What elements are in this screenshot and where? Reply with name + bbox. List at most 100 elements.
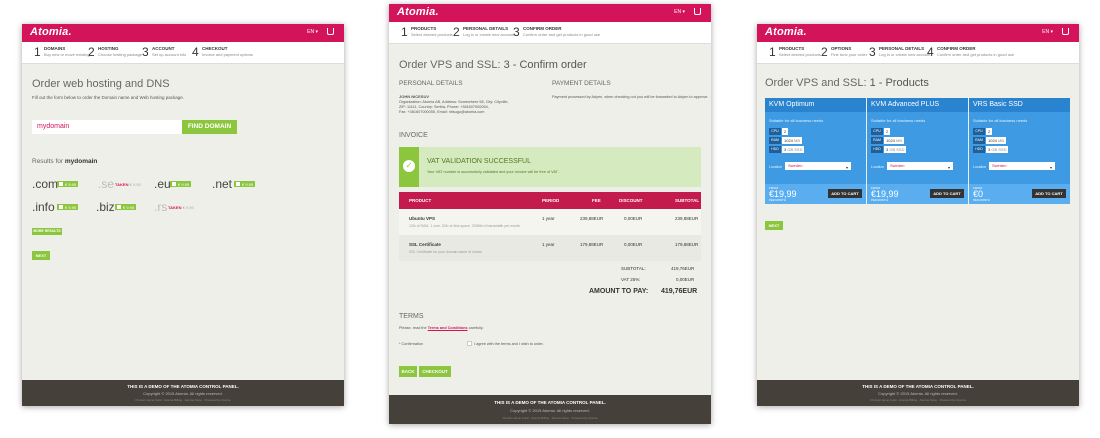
col-period: PERIOD [542, 198, 560, 203]
checkbox-icon [59, 205, 63, 209]
more-results-button[interactable]: MORE RESULTS [32, 228, 62, 235]
item-name: SSL Certificate [409, 242, 441, 247]
find-domain-button[interactable]: FIND DOMAIN [182, 120, 237, 134]
spec-value: 3 GB SSD [782, 146, 805, 153]
results-prefix: Results for [32, 158, 64, 165]
terms-link[interactable]: Terms and Conditions [427, 326, 468, 330]
step-number: 3 [142, 45, 149, 59]
product-name: KVM Advanced PLUS [867, 98, 968, 112]
location-select[interactable]: Sweden ▾ [989, 162, 1055, 170]
terms-heading: TERMS [399, 313, 424, 320]
location-label: Location [769, 165, 783, 169]
language-selector[interactable]: EN ▾ [1042, 29, 1053, 35]
tld-biz-add[interactable]: € 9.95 [115, 204, 137, 210]
item-subtotal: 179,88EUR [675, 242, 699, 247]
footer: THIS IS A DEMO OF THE ATOMIA CONTROL PAN… [757, 380, 1079, 406]
tld-price: € 9.95 [242, 182, 254, 187]
tld-price: € 9.95 [178, 182, 190, 187]
per-month-label: PER MONTH [871, 198, 888, 202]
results-term: mydomain [64, 158, 98, 165]
step-title: HOSTING [98, 46, 119, 51]
hdd-unit: GB SSD [787, 147, 803, 152]
tld-net: .net [212, 177, 233, 191]
hdd-amount: 3 [784, 147, 787, 152]
cart-icon[interactable] [694, 8, 701, 15]
tld-eu-add[interactable]: € 9.95 [170, 181, 192, 187]
app-header: Atomia. EN ▾ [389, 4, 711, 22]
tld-eu: .eu [154, 177, 171, 191]
col-fee: FEE [592, 198, 601, 203]
spec-value: 2 [884, 128, 891, 135]
check-circle-icon: ✓ [403, 160, 415, 172]
step-desc: Set up account info [152, 52, 187, 57]
step-title: ACCOUNT [152, 46, 175, 51]
col-product: PRODUCT [409, 198, 432, 203]
tld-price: € 9.95 [182, 205, 194, 210]
step-number: 2 [453, 25, 460, 39]
step-number: 2 [88, 45, 95, 59]
step-desc: Log in or create new account [879, 52, 931, 57]
footer-copyright: Copyright © 2015 Atomia. All rights rese… [510, 408, 590, 413]
subtotal-value: 419,76EUR [671, 266, 695, 271]
atomia-logo[interactable]: Atomia. [765, 26, 807, 38]
step-number: 1 [401, 25, 408, 39]
add-to-cart-button[interactable]: ADD TO CART [930, 189, 964, 198]
atomia-logo[interactable]: Atomia. [397, 6, 439, 18]
step-number: 1 [769, 45, 776, 59]
step-desc: Select desired products [411, 32, 453, 37]
customer-name: JOHN NICESUV [399, 94, 430, 99]
tld-com-add[interactable]: € 9.95 [57, 181, 79, 187]
next-button[interactable]: NEXT [32, 251, 50, 260]
domain-search-input[interactable]: mydomain [32, 120, 182, 134]
atomia-logo[interactable]: Atomia. [30, 26, 72, 38]
spec-label: HDD [769, 146, 781, 153]
item-fee: 239,88EUR [580, 216, 604, 221]
chevron-down-icon: ▾ [947, 165, 950, 170]
add-to-cart-button[interactable]: ADD TO CART [828, 189, 862, 198]
vat-label: VAT 25%: [621, 277, 641, 282]
step-title: CONFIRM ORDER [523, 26, 562, 31]
domain-order-window: Atomia. EN ▾ 1 DOMAINS Buy new or move e… [22, 24, 344, 406]
payment-details-heading: PAYMENT DETAILS [552, 80, 611, 87]
next-button[interactable]: NEXT [765, 221, 783, 230]
step-desc: Invoice and payment options [202, 52, 253, 57]
footer-copyright: Copyright © 2015 Atomia. All rights rese… [878, 391, 958, 396]
step-number: 3 [869, 45, 876, 59]
location-select[interactable]: Sweden ▾ [785, 162, 851, 170]
checkbox-icon [172, 182, 176, 186]
from-label: FROM [871, 186, 880, 190]
ram-amount: 1024 [886, 138, 895, 143]
step-number: 2 [821, 45, 828, 59]
product-selection-window: Atomia. EN ▾ 1 PRODUCTS Select desired p… [757, 24, 1079, 406]
step-number: 3 [513, 25, 520, 39]
spec-label: HDD [871, 146, 883, 153]
cart-icon[interactable] [327, 28, 334, 35]
checkout-button[interactable]: CHECKOUT [419, 366, 451, 377]
footer-demo-text: THIS IS A DEMO OF THE ATOMIA CONTROL PAN… [127, 384, 239, 389]
language-selector[interactable]: EN ▾ [307, 29, 318, 35]
location-select[interactable]: Sweden ▾ [887, 162, 953, 170]
tld-info-add[interactable]: € 9.95 [57, 204, 79, 210]
agree-text: I agree with the terms and I wish to ord… [474, 342, 544, 346]
add-to-cart-button[interactable]: ADD TO CART [1032, 189, 1066, 198]
tld-net-add[interactable]: € 9.95 [234, 181, 256, 187]
spec-value: 1024 MB [782, 137, 803, 144]
results-heading: Results for mydomain [32, 158, 97, 165]
from-label: FROM [769, 186, 778, 190]
agree-checkbox[interactable] [467, 341, 472, 346]
price-bar: FROM €0 PER MONTH ADD TO CART [969, 184, 1070, 204]
ram-amount: 1024 [988, 138, 997, 143]
back-button[interactable]: BACK [399, 366, 417, 377]
language-selector[interactable]: EN ▾ [674, 9, 685, 15]
location-value: Sweden [788, 163, 803, 168]
product-price: €0 [973, 189, 984, 199]
table-row: SSL Certificate SSL Certificate for your… [399, 235, 701, 261]
cart-icon[interactable] [1062, 28, 1069, 35]
product-desc: Suitable for all business needs [769, 118, 824, 123]
hdd-amount: 3 [886, 147, 889, 152]
spec-value: 2 [782, 128, 789, 135]
footer-demo-text: THIS IS A DEMO OF THE ATOMIA CONTROL PAN… [862, 384, 974, 389]
step-title: PRODUCTS [779, 46, 805, 51]
invoice-heading: INVOICE [399, 132, 428, 139]
price-bar: FROM €19,99 PER MONTH ADD TO CART [867, 184, 968, 204]
